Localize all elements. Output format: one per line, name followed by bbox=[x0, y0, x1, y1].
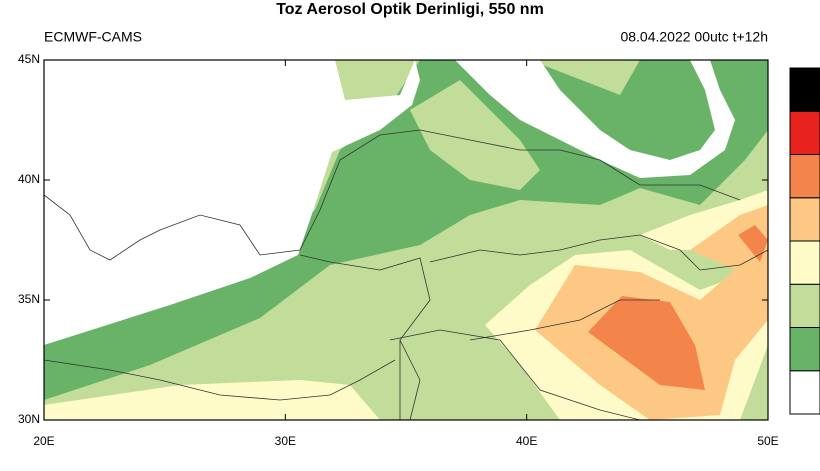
colorbar-box bbox=[789, 110, 820, 155]
x-tick-label: 50E bbox=[757, 434, 778, 448]
colorbar-box bbox=[789, 283, 820, 328]
colorbar-box bbox=[789, 154, 820, 199]
y-tick-label: 30N bbox=[18, 412, 40, 426]
colorbar-box bbox=[789, 370, 820, 415]
map-fields bbox=[43, 60, 769, 421]
x-tick-label: 30E bbox=[275, 434, 296, 448]
y-tick-label: 35N bbox=[18, 292, 40, 306]
map-frame bbox=[43, 59, 769, 421]
y-tick-label: 45N bbox=[18, 52, 40, 66]
y-tick-label: 40N bbox=[18, 172, 40, 186]
colorbar-box bbox=[789, 240, 820, 285]
title: Toz Aerosol Optik Derinligi, 550 nm bbox=[276, 1, 544, 18]
colorbar-box bbox=[789, 327, 820, 372]
colorbar-box bbox=[789, 197, 820, 242]
colorbar-box bbox=[789, 67, 820, 112]
valid-time: 08.04.2022 00utc t+12h bbox=[620, 29, 768, 45]
source: ECMWF-CAMS bbox=[44, 29, 142, 45]
x-tick-label: 40E bbox=[516, 434, 537, 448]
x-tick-label: 20E bbox=[33, 434, 54, 448]
